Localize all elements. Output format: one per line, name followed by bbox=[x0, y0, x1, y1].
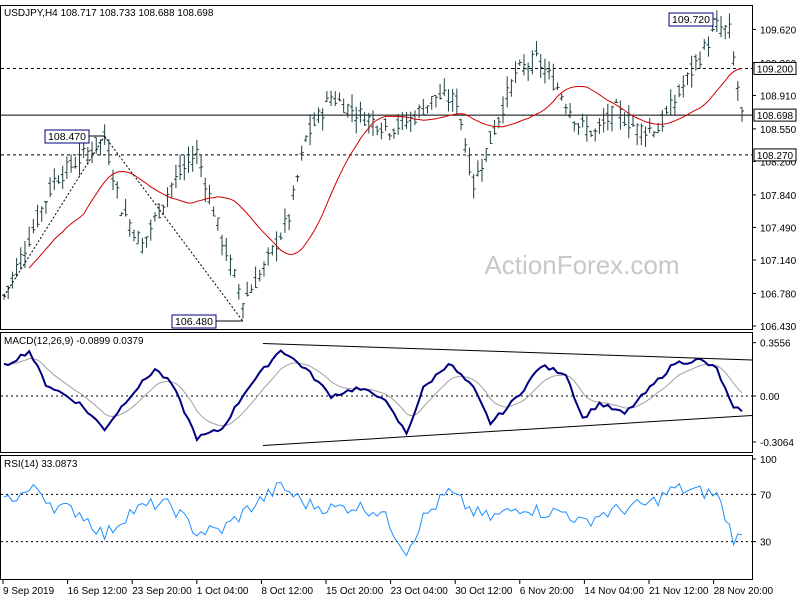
ma-line bbox=[28, 67, 743, 269]
macd-layer: 0.3556 0.00 -0.3064 bbox=[1, 339, 794, 449]
price-tick-label: 107.140 bbox=[760, 256, 797, 267]
price-tick-label: 108.550 bbox=[760, 125, 797, 136]
time-tick-label: 1 Oct 04:00 bbox=[197, 586, 249, 597]
price-level-box bbox=[753, 108, 797, 122]
rsi-layer: 100 70 30 bbox=[1, 455, 777, 557]
price-bars bbox=[2, 10, 744, 319]
macd-tick-label: -0.3064 bbox=[760, 438, 794, 449]
time-axis: 9 Sep 2019 16 Sep 12:00 23 Sep 20:00 1 Oct … bbox=[2, 580, 774, 597]
time-tick-label: 23 Oct 04:00 bbox=[391, 586, 449, 597]
price-tick-label: 106.430 bbox=[760, 322, 797, 333]
macd-line bbox=[3, 349, 743, 443]
macd-panel-title: MACD(12,26,9) -0.0899 0.0379 bbox=[4, 336, 144, 347]
moving-average bbox=[28, 67, 743, 269]
rsi-tick-label: 30 bbox=[760, 538, 772, 549]
annotation-label: 106.480 bbox=[175, 316, 213, 328]
price-tick-label: 107.490 bbox=[760, 223, 797, 234]
time-tick-label: 21 Nov 12:00 bbox=[649, 586, 709, 597]
watermark-text: ActionForex.com bbox=[484, 250, 679, 280]
macd-tick-label: 0.3556 bbox=[760, 339, 791, 350]
annotation-label: 109.720 bbox=[672, 14, 710, 26]
rsi-panel-title: RSI(14) 33.0873 bbox=[4, 459, 78, 470]
time-tick-label: 14 Nov 04:00 bbox=[584, 586, 644, 597]
time-tick-label: 30 Oct 12:00 bbox=[455, 586, 513, 597]
price-tick-label: 109.620 bbox=[760, 25, 797, 36]
time-tick-label: 9 Sep 2019 bbox=[3, 586, 55, 597]
price-tick-label: 108.200 bbox=[760, 157, 797, 168]
price-level-box bbox=[753, 61, 797, 75]
macd-panel-frame bbox=[0, 332, 753, 453]
time-tick-label: 15 Oct 20:00 bbox=[326, 586, 384, 597]
price-tick-label: 108.910 bbox=[760, 91, 797, 102]
macd-trendline bbox=[262, 415, 753, 446]
price-level-box bbox=[753, 148, 797, 162]
fib-line bbox=[104, 136, 244, 322]
price-level-label: 108.698 bbox=[757, 111, 794, 122]
price-annotations: 108.470 106.480 109.720 bbox=[3, 12, 717, 329]
price-tick-label: 106.780 bbox=[760, 289, 797, 300]
time-tick-label: 16 Sep 12:00 bbox=[68, 586, 128, 597]
macd-tick-label: 0.00 bbox=[760, 392, 780, 403]
macd-trendline bbox=[262, 343, 753, 361]
price-level-label: 109.200 bbox=[757, 64, 794, 75]
rsi-line bbox=[3, 481, 743, 557]
macd-signal-line bbox=[3, 357, 743, 427]
time-tick-label: 28 Nov 20:00 bbox=[714, 586, 774, 597]
time-tick-label: 6 Nov 20:00 bbox=[520, 586, 574, 597]
price-panel-title: USDJPY,H4 108.717 108.733 108.688 108.69… bbox=[4, 8, 214, 19]
price-levels: 109.200 108.698 108.270 bbox=[1, 61, 797, 162]
price-panel-frame bbox=[0, 5, 753, 330]
price-tick-label: 107.840 bbox=[760, 191, 797, 202]
rsi-tick-label: 70 bbox=[760, 490, 772, 501]
annotation-label: 108.470 bbox=[48, 131, 86, 143]
fib-line bbox=[3, 136, 106, 297]
time-tick-label: 8 Oct 12:00 bbox=[261, 586, 313, 597]
rsi-tick-label: 100 bbox=[760, 455, 777, 466]
time-tick-label: 23 Sep 20:00 bbox=[132, 586, 192, 597]
price-level-label: 108.270 bbox=[757, 151, 794, 162]
rsi-panel-frame bbox=[0, 455, 753, 580]
